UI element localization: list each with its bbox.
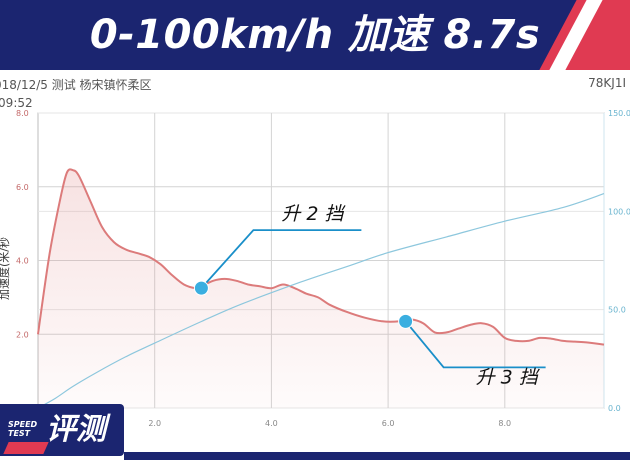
brand-logo: SPEED TEST 评测 (0, 404, 124, 456)
logo-small-text-speed: SPEED (8, 420, 38, 429)
gear-shift-label: 升 2 挡 (281, 203, 346, 225)
logo-small-text: SPEED TEST (8, 420, 37, 438)
test-date-location: 018/12/5 测试 杨宋镇怀柔区 (0, 78, 152, 92)
x-axis-tick-label: 6.0 (382, 419, 395, 428)
speed-line (37, 193, 605, 409)
left-axis-label: 加速度(米/秒 (0, 237, 11, 300)
logo-small-text-test: TEST (8, 429, 31, 438)
acceleration-fill (38, 169, 604, 408)
annotation-leader-line (200, 229, 362, 289)
left-axis-tick-label: 4.0 (16, 257, 29, 266)
logo-accent-stripe (3, 442, 49, 454)
x-axis-tick-label: 4.0 (265, 419, 278, 428)
axis-labels: 2.0 4.0 6.0 8.0 0.0 50.0 100.0 150.0 2.0 4.0 6.0 8.… (0, 109, 630, 428)
series-lines (37, 168, 605, 409)
acceleration-line (37, 168, 605, 346)
gear-annotations: 升 2 挡升 3 挡 (193, 203, 546, 388)
gear-shift-marker (193, 280, 209, 296)
right-axis-tick-label: 0.0 (608, 404, 621, 413)
gear-shift-label: 升 3 挡 (476, 366, 541, 388)
logo-main-text: 评测 (46, 412, 106, 447)
x-axis-tick-label: 2.0 (148, 419, 161, 428)
x-axis-tick-label: 8.0 (498, 419, 511, 428)
vehicle-id: 78KJ1I (588, 76, 626, 90)
footer-bar (124, 452, 630, 460)
acceleration-area (38, 169, 604, 408)
left-axis-tick-label: 8.0 (16, 109, 29, 118)
left-axis-tick-label: 6.0 (16, 183, 29, 192)
right-axis-tick-label: 100.0 (608, 207, 630, 216)
right-axis-tick-label: 150.0 (608, 109, 630, 118)
gear-shift-marker (398, 313, 414, 329)
test-time: :09:52 (0, 96, 33, 110)
left-axis-tick-label: 2.0 (16, 330, 29, 339)
page-title: 0-100km/h 加速 8.7s (89, 12, 541, 58)
header-banner: 0-100km/h 加速 8.7s (0, 0, 630, 70)
annotation-leader-line (404, 320, 546, 369)
right-axis-tick-label: 50.0 (608, 306, 626, 315)
